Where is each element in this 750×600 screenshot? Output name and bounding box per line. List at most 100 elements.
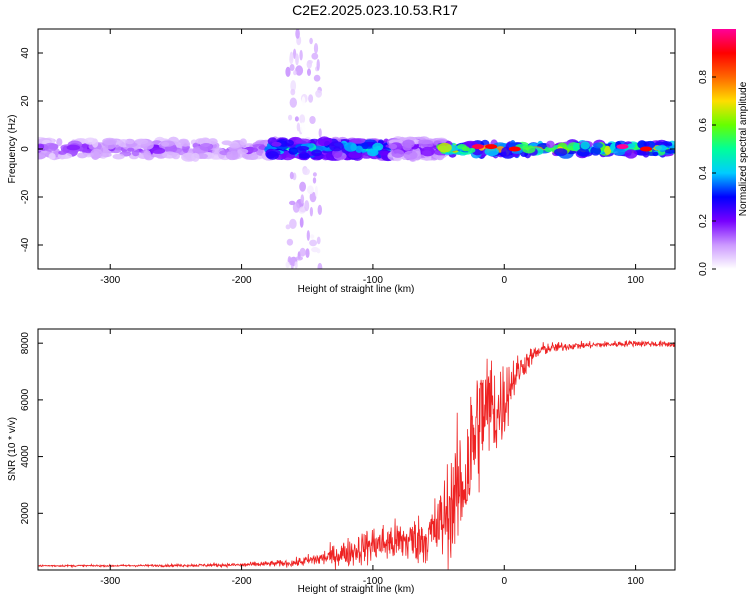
heatmap-cell (245, 147, 258, 153)
y-tick-label: 40 (20, 47, 31, 59)
heatmap-cell (84, 137, 97, 145)
spectrogram-heatmap (38, 29, 675, 269)
heatmap-cell (652, 151, 659, 157)
y-tick-label: 0 (20, 146, 31, 152)
heatmap-hotspot (485, 144, 498, 150)
heatmap-cell (289, 218, 297, 229)
heatmap-cell (461, 146, 470, 152)
heatmap-cell (309, 116, 316, 124)
heatmap-cell (312, 177, 317, 184)
heatmap-cell (289, 54, 294, 65)
heatmap-cell (313, 43, 319, 54)
heatmap-cell (580, 141, 590, 150)
spectrogram-x-label: Height of straight line (km) (298, 284, 415, 295)
heatmap-cell (112, 153, 125, 160)
spectrogram-y-ticks: -40 -20 0 20 40 (20, 47, 675, 252)
heatmap-cell (309, 191, 317, 203)
x-tick-label: -300 (100, 576, 120, 587)
heatmap-cell (48, 153, 56, 160)
heatmap-cell (191, 152, 200, 162)
heatmap-cell (294, 116, 299, 122)
heatmap-cell (403, 150, 418, 160)
heatmap-cell (288, 147, 299, 155)
heatmap-cell (314, 185, 318, 198)
heatmap-cell (308, 94, 314, 103)
heatmap-cell (300, 194, 305, 204)
heatmap-hotspot (640, 146, 653, 152)
colorbar-tick-label: 0.4 (698, 166, 709, 180)
heatmap-cell (284, 139, 294, 147)
heatmap-cell (572, 142, 580, 151)
heatmap-cell (604, 145, 612, 155)
colorbar-label: Normalized spectral amplitude (738, 81, 749, 216)
heatmap-cell (413, 139, 420, 145)
heatmap-cell (290, 80, 297, 92)
heatmap-cell (290, 88, 296, 96)
heatmap-cell (344, 142, 357, 152)
heatmap-cell (295, 256, 303, 261)
heatmap-cell (554, 148, 568, 157)
heatmap-cell (292, 202, 300, 213)
colorbar-tick-label: 0.6 (698, 118, 709, 132)
heatmap-cell (306, 60, 312, 69)
spectrogram-y-label: Frequency (Hz) (7, 115, 18, 184)
heatmap-cell (311, 52, 319, 60)
heatmap-hotspot (471, 144, 484, 150)
heatmap-cell (420, 146, 435, 157)
colorbar-gradient (712, 29, 736, 269)
heatmap-cell (306, 230, 310, 241)
heatmap-cell (289, 64, 295, 71)
heatmap-cell (66, 144, 81, 151)
heatmap-cell (313, 74, 321, 82)
heatmap-cell (58, 150, 67, 155)
heatmap-cell (180, 142, 190, 147)
heatmap-cell (437, 142, 452, 153)
snr-series-line (38, 340, 675, 570)
x-tick-label: -200 (232, 275, 252, 286)
heatmap-cell (311, 149, 323, 157)
y-tick-label: 4000 (20, 445, 31, 468)
colorbar-tick-label: 0.8 (698, 70, 709, 84)
heatmap-cell (90, 148, 103, 159)
heatmap-cell (300, 122, 306, 134)
heatmap-cell (315, 89, 322, 98)
heatmap-cell (161, 141, 170, 147)
heatmap-cell (288, 114, 293, 121)
heatmap-cell (388, 143, 398, 150)
heatmap-cell (372, 142, 384, 151)
heatmap-cell (304, 200, 310, 212)
heatmap-cell (624, 149, 638, 159)
heatmap-cell (103, 139, 117, 146)
heatmap-cell (286, 238, 294, 246)
heatmap-cell (285, 66, 291, 77)
chart-title: C2E2.2025.023.10.53.R17 (292, 2, 458, 18)
snr-y-ticks: 2000 4000 6000 8000 (20, 332, 675, 524)
heatmap-cell (627, 143, 636, 149)
snr-x-ticks: -300 -200 -100 0 100 (100, 329, 644, 587)
heatmap-cell (125, 140, 134, 145)
heatmap-cell (285, 224, 291, 230)
heatmap-cell (247, 153, 259, 160)
x-tick-label: 100 (627, 576, 644, 587)
heatmap-cell (199, 143, 213, 151)
heatmap-cell (310, 234, 315, 239)
heatmap-cell (309, 239, 318, 247)
x-tick-label: -100 (363, 576, 383, 587)
heatmap-cell (613, 148, 626, 156)
snr-panel: -300 -200 -100 0 100 2000 4000 6000 8000 Height… (7, 328, 676, 595)
x-tick-label: -100 (363, 275, 383, 286)
heatmap-cell (38, 143, 45, 151)
heatmap-cell (296, 146, 310, 151)
heatmap-cell (301, 96, 306, 106)
heatmap-cell (298, 152, 311, 159)
heatmap-cell (318, 128, 322, 138)
heatmap-cell (289, 200, 296, 206)
heatmap-cell (56, 138, 63, 147)
heatmap-cell (355, 145, 364, 153)
snr-plot-area (38, 329, 675, 570)
heatmap-cell (637, 140, 647, 149)
x-tick-label: 0 (501, 275, 507, 286)
heatmap-cell (285, 261, 290, 268)
colorbar-tick-label: 0.0 (698, 262, 709, 276)
